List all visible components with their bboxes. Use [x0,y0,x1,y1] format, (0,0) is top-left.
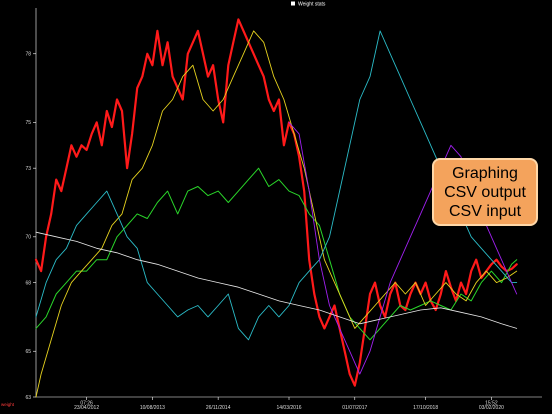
graphing-button[interactable]: Graphing [452,164,518,182]
legend-swatch [291,1,295,6]
y-tick-label: 78 [25,52,31,58]
x-tick-time-label: 15:52 [485,401,498,407]
csv-input-button[interactable]: CSV input [448,202,522,220]
csv-output-button[interactable]: CSV output [444,183,526,201]
y-tick-label: 73 [25,166,31,172]
legend[interactable]: Weight stats [291,1,326,8]
y-axis-label: weight [1,402,15,407]
x-tick-label: 14/03/2016 [276,405,301,411]
x-tick-label: 17/10/2018 [413,405,438,411]
y-tick-label: 75 [25,120,31,126]
x-tick-label: 10/08/2013 [140,405,165,411]
x-tick-label: 03/02/2020 [479,405,504,411]
legend-label: Weight stats [298,2,326,8]
y-tick-label: 68 [25,280,31,286]
y-tick-label: 65 [25,349,31,355]
export-menu: Graphing CSV output CSV input [432,158,538,226]
series-line-6 [35,231,518,329]
series-line-2 [35,167,518,341]
y-tick-label: 70 [25,235,31,241]
y-tick-label: 63 [25,395,31,401]
x-tick-time-label: 07:26 [80,401,93,407]
x-tick-label: 01/07/2017 [342,405,367,411]
x-tick-label: 23/04/2012 [74,405,99,411]
series-line-3 [35,30,518,398]
x-tick-label: 26/11/2014 [206,405,231,411]
series-line-1 [34,18,518,387]
